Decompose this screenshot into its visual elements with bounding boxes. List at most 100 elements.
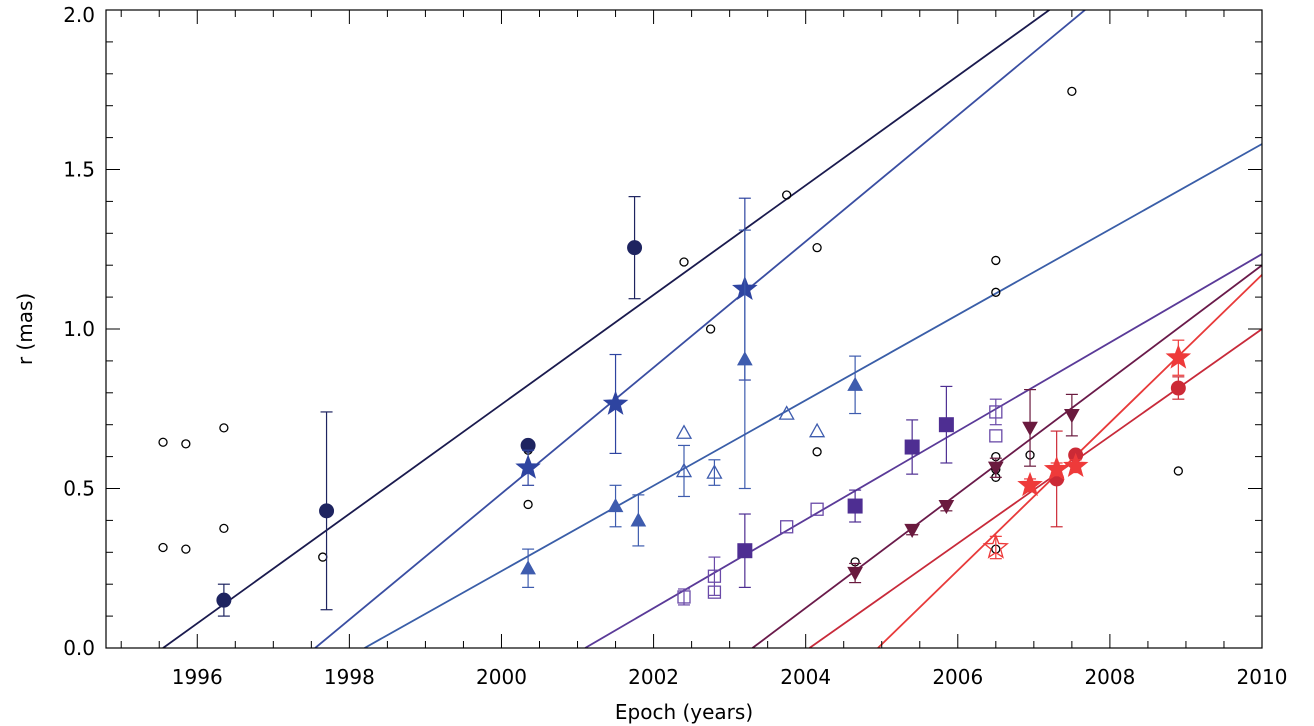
data-point <box>1064 393 1080 437</box>
marker-triangle <box>630 512 647 527</box>
data-point <box>780 520 794 534</box>
fit-line-7 <box>877 274 1262 648</box>
data-point <box>991 287 1001 297</box>
x-tick-label: 1998 <box>324 665 375 689</box>
data-point <box>1043 455 1070 481</box>
marker-square <box>904 439 920 455</box>
marker-circle-open <box>181 439 191 449</box>
marker-triangle-open <box>675 462 693 478</box>
x-tick-label: 1996 <box>172 665 223 689</box>
plot-frame <box>105 9 1263 649</box>
series-2 <box>216 196 643 617</box>
series-6 <box>737 385 954 588</box>
marker-circle-open <box>158 437 168 447</box>
fit-line-3 <box>364 143 1262 648</box>
data-point <box>1062 452 1089 478</box>
marker-star <box>1165 344 1192 369</box>
data-point <box>216 583 232 617</box>
data-point <box>782 190 792 200</box>
data-point <box>904 419 920 475</box>
data-point <box>158 542 168 553</box>
y-tick-label: 2.0 <box>63 3 95 27</box>
data-point <box>736 229 753 490</box>
marker-star <box>515 454 541 479</box>
fit-line-4 <box>584 253 1262 648</box>
marker-circle-open <box>219 423 229 433</box>
data-point <box>991 255 1001 266</box>
marker-star-open <box>982 533 1009 559</box>
marker-circle-open <box>318 552 328 562</box>
marker-square-open <box>810 502 824 516</box>
marker-star <box>1062 452 1089 478</box>
data-point <box>630 494 647 547</box>
series-10 <box>1017 339 1192 497</box>
y-tick-label: 0.0 <box>63 636 95 660</box>
series-5 <box>675 405 826 498</box>
axes: 1996 1998 2000 2002 2004 2006 2008 2010 0.0 0.5 1.… <box>63 3 1287 689</box>
data-point <box>1067 86 1077 96</box>
marker-circle-open <box>705 324 716 334</box>
data-point <box>989 398 1003 426</box>
data-point <box>989 429 1003 443</box>
marker-circle-open <box>158 542 168 553</box>
marker-triangle <box>736 351 753 366</box>
data-point <box>677 588 691 606</box>
marker-circle-open <box>812 447 822 457</box>
data-point <box>181 439 191 449</box>
marker-square <box>737 543 753 559</box>
marker-circle <box>1170 380 1186 396</box>
marker-triangle <box>520 560 536 575</box>
data-point <box>523 499 533 510</box>
marker-square-open <box>677 590 691 604</box>
marker-circle-open <box>523 499 533 510</box>
marker-circle-open <box>991 287 1001 297</box>
data-point <box>812 243 822 253</box>
marker-circle-open <box>219 523 229 534</box>
marker-square-open <box>989 405 1003 419</box>
data-point <box>737 513 753 588</box>
data-point <box>987 457 1004 478</box>
data-point <box>219 423 229 433</box>
data-point <box>778 405 795 420</box>
marker-triangle-down <box>1064 409 1080 424</box>
x-tick-label: 2006 <box>932 665 983 689</box>
data-point <box>1170 376 1186 400</box>
fit-lines <box>162 10 1262 648</box>
data-point <box>1022 389 1038 467</box>
data-point <box>847 562 863 584</box>
marker-circle-open <box>679 257 689 267</box>
marker-circle-open <box>181 544 191 554</box>
marker-circle-open <box>812 243 822 253</box>
data-point <box>520 548 536 588</box>
series-11 <box>982 533 1009 560</box>
data-point <box>706 459 723 486</box>
x-tick-label: 2010 <box>1237 665 1288 689</box>
marker-circle-open <box>782 190 792 200</box>
marker-circle <box>319 503 335 519</box>
data-point <box>515 449 541 486</box>
marker-triangle-open <box>706 464 723 479</box>
marker-circle <box>216 592 232 608</box>
marker-square <box>938 417 954 433</box>
data-point <box>810 502 824 516</box>
series-7 <box>677 398 1003 606</box>
marker-square-open <box>989 429 1003 443</box>
x-tick-label: 2002 <box>628 665 679 689</box>
data-point <box>1017 471 1043 497</box>
data-point <box>675 424 693 439</box>
data-point <box>1173 466 1183 476</box>
marker-circle-open <box>991 255 1001 266</box>
data-point <box>904 523 921 538</box>
data-point <box>705 324 716 334</box>
marker-triangle-down <box>1022 421 1038 436</box>
marker-circle-open <box>1173 466 1183 476</box>
data-point <box>938 385 954 464</box>
marker-triangle-open <box>778 405 795 420</box>
marker-square-open <box>780 520 794 534</box>
data-point <box>679 257 689 267</box>
x-tick-label: 2004 <box>780 665 831 689</box>
marker-star <box>1017 471 1043 497</box>
data-point <box>938 499 955 515</box>
marker-circle-open <box>1067 86 1077 96</box>
data-point <box>627 196 643 300</box>
